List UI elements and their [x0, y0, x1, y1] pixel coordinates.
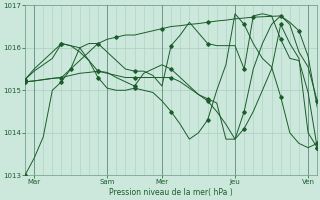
- X-axis label: Pression niveau de la mer( hPa ): Pression niveau de la mer( hPa ): [109, 188, 233, 197]
